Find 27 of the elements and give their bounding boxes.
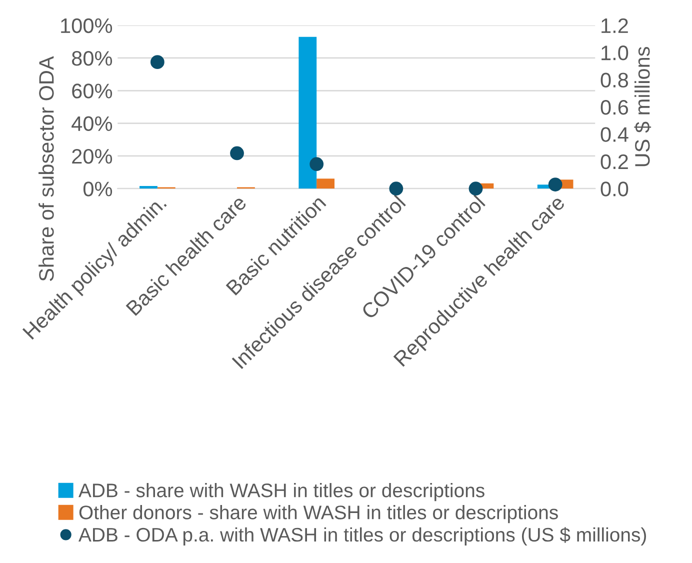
y2-tick-label: 0.4 (600, 127, 628, 142)
legend-label: ADB - ODA p.a. with WASH in titles or descriptions (US $ millions) (78, 527, 646, 546)
point (468, 182, 483, 196)
point (548, 178, 562, 192)
y2-tick-label: 1.2 (602, 18, 628, 33)
y-tick-label: 60% (72, 84, 112, 98)
bar (316, 178, 334, 189)
point (230, 146, 244, 160)
bar (298, 36, 317, 189)
point (310, 157, 324, 172)
point (150, 55, 164, 70)
y-tick-label: 80% (72, 50, 112, 66)
point (389, 182, 404, 196)
y2-tick-label: 0.8 (600, 72, 628, 88)
y2-tick-label: 0.6 (600, 100, 628, 115)
y2-axis-title: US $ millions (634, 46, 652, 166)
bar (140, 186, 158, 189)
y-tick-label: 40% (72, 116, 112, 132)
y-tick-label: 100% (61, 18, 112, 34)
legend-label: Other donors - share with WASH in titles or descriptions (79, 505, 558, 524)
y-tick-label: 20% (72, 148, 112, 164)
y2-tick-label: 0.0 (600, 182, 628, 196)
y-tick-label: 0% (83, 182, 112, 196)
y2-tick-label: 1.0 (602, 46, 628, 60)
legend-label: ADB - share with WASH in titles or descriptions (78, 483, 484, 502)
y2-tick-label: 0.2 (600, 154, 628, 170)
y-axis-title: Share of subsector ODA (38, 56, 54, 281)
